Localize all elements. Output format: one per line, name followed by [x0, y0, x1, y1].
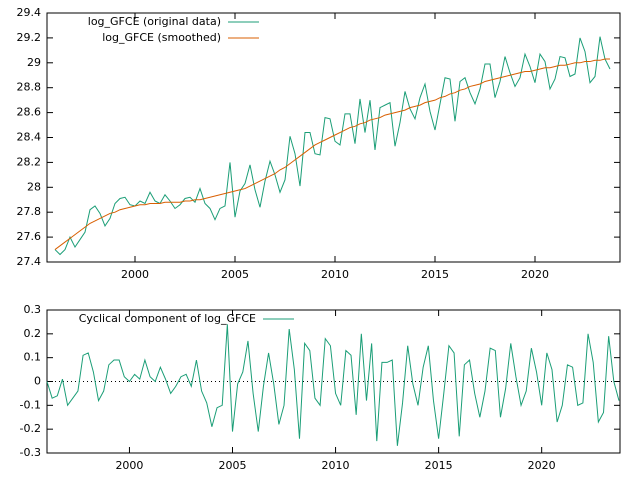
- x-tick-label: 2005: [219, 459, 247, 472]
- y-tick-label: 29.4: [17, 6, 42, 19]
- y-tick-label: -0.3: [20, 446, 41, 459]
- x-tick-label: 2010: [321, 268, 349, 281]
- x-tick-label: 2010: [322, 459, 350, 472]
- series-line: [46, 324, 620, 446]
- y-tick-label: 0.1: [24, 351, 42, 364]
- x-tick-label: 2000: [121, 268, 149, 281]
- x-tick-label: 2015: [425, 459, 453, 472]
- legend-label: log_GFCE (original data): [88, 15, 221, 28]
- y-tick-label: 27.4: [17, 255, 42, 268]
- x-tick-label: 2000: [115, 459, 143, 472]
- y-tick-label: 28.4: [17, 131, 42, 144]
- y-tick-label: -0.2: [20, 422, 41, 435]
- x-tick-label: 2020: [528, 459, 556, 472]
- y-tick-label: 29: [27, 56, 41, 69]
- y-tick-label: 28.6: [17, 106, 42, 119]
- y-tick-label: -0.1: [20, 398, 41, 411]
- x-tick-label: 2015: [421, 268, 449, 281]
- x-tick-label: 2005: [221, 268, 249, 281]
- y-tick-label: 29.2: [17, 31, 42, 44]
- x-tick-label: 2020: [521, 268, 549, 281]
- y-tick-label: 27.6: [17, 230, 42, 243]
- series-line: [54, 58, 610, 250]
- plot-frame: [46, 309, 621, 454]
- y-tick-label: 0: [34, 375, 41, 388]
- y-tick-label: 0.2: [24, 327, 42, 340]
- series-line: [54, 36, 611, 256]
- plot-frame: [46, 12, 621, 263]
- y-tick-label: 28: [27, 180, 41, 193]
- legend-label: Cyclical component of log_GFCE: [79, 312, 256, 325]
- y-tick-label: 28.2: [17, 155, 42, 168]
- legend-label: log_GFCE (smoothed): [102, 31, 221, 44]
- y-tick-label: 0.3: [24, 303, 42, 316]
- y-tick-label: 27.8: [17, 205, 42, 218]
- y-tick-label: 28.8: [17, 81, 42, 94]
